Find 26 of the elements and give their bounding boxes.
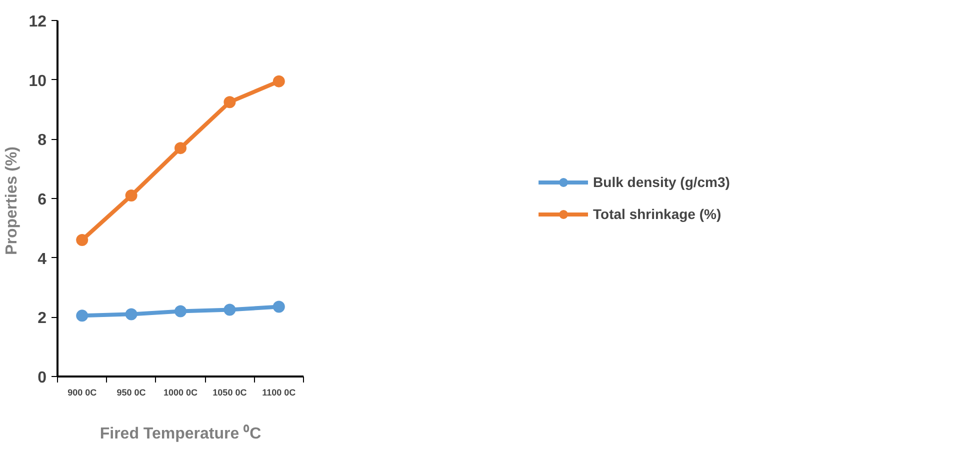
point: [272, 75, 285, 88]
y-tick-label: 0: [38, 370, 47, 386]
x-tick-label: 950 0C: [116, 388, 146, 398]
point: [76, 234, 88, 246]
x-tick-label: 1050 0C: [212, 388, 248, 398]
y-tick-label: 10: [28, 72, 47, 90]
y-tick-label: 12: [28, 14, 47, 30]
y-tick-label: 4: [38, 250, 47, 268]
point: [174, 142, 186, 154]
point: [224, 96, 236, 108]
point: [224, 304, 236, 316]
y-tick-label: 2: [38, 310, 47, 328]
point: [125, 308, 138, 320]
point: [125, 190, 138, 202]
x-tick-label: 1000 0C: [163, 388, 198, 398]
y-tick-label: 8: [38, 132, 47, 150]
x-tick-label: 1100 0C: [262, 388, 296, 398]
point: [174, 305, 186, 318]
x-axis-title: Fired Temperature ⁰C: [100, 424, 262, 442]
point: [272, 300, 285, 313]
y-tick-label: 6: [38, 192, 47, 208]
point: [76, 310, 88, 322]
legend-label: Bulk density (g/cm3): [593, 174, 730, 190]
y-axis-title: Properties (%): [4, 146, 21, 255]
legend-label: Total shrinkage (%): [593, 206, 722, 222]
x-tick-label: 900 0C: [68, 388, 98, 398]
